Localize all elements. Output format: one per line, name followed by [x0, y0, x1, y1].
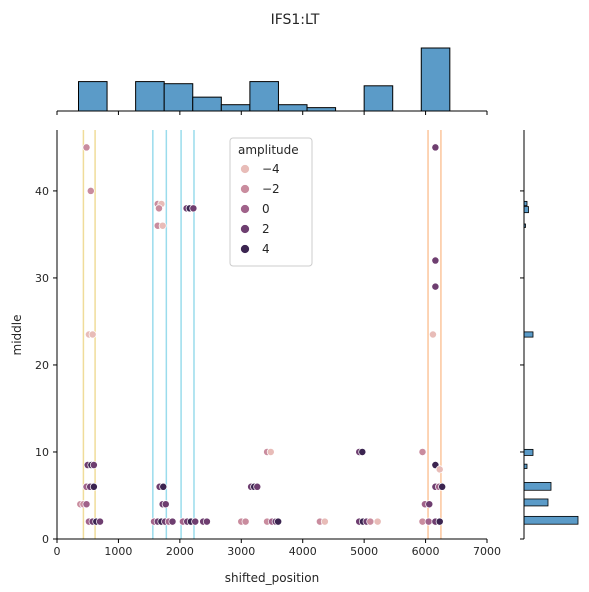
scatter-point	[320, 517, 329, 526]
top-marginal-histogram	[56, 47, 488, 115]
x-axis-label: shifted_position	[225, 571, 319, 585]
scatter-point	[202, 517, 211, 526]
scatter-point	[431, 256, 440, 265]
histogram-bar	[135, 81, 165, 112]
histogram-bar	[277, 104, 308, 112]
scatter-point	[266, 448, 275, 456]
scatter-point	[431, 143, 440, 152]
histogram-bar	[363, 85, 394, 112]
histogram-bar	[523, 206, 529, 214]
legend-marker	[240, 204, 250, 214]
scatter-points	[76, 143, 447, 526]
x-tick-label: 1000	[104, 545, 132, 558]
scatter-point	[274, 517, 283, 526]
legend-marker	[240, 184, 250, 194]
x-tick-label: 6000	[412, 545, 440, 558]
histogram-bar	[163, 83, 194, 112]
right-marginal-histogram	[520, 130, 579, 540]
x-tick-label: 3000	[227, 545, 255, 558]
x-tick-label: 4000	[289, 545, 317, 558]
scatter-point	[424, 517, 433, 526]
scatter-point	[89, 461, 98, 469]
legend-marker	[240, 224, 250, 234]
x-tick-label: 2000	[166, 545, 194, 558]
histogram-bar	[523, 331, 534, 338]
y-tick-label: 40	[35, 185, 49, 198]
scatter-point	[155, 204, 163, 213]
scatter-point	[418, 448, 427, 456]
scatter-point	[358, 448, 367, 456]
scatter-point	[96, 517, 104, 526]
y-tick-label: 10	[35, 446, 49, 459]
legend-marker	[240, 244, 250, 254]
scatter-point	[241, 517, 250, 526]
scatter-point	[168, 517, 177, 526]
scatter-point	[431, 282, 440, 291]
histogram-bar	[192, 96, 222, 112]
scatter-point	[435, 517, 444, 526]
y-tick-label: 20	[35, 359, 49, 372]
scatter-point	[191, 517, 200, 526]
scatter-point	[82, 500, 91, 509]
histogram-bar	[523, 448, 534, 456]
legend-marker	[240, 164, 250, 174]
scatter-point	[428, 330, 437, 339]
scatter-point	[438, 482, 447, 491]
y-tick-label: 30	[35, 272, 49, 285]
legend-label: −4	[262, 162, 280, 176]
legend-label: 4	[262, 242, 270, 256]
histogram-bar	[523, 515, 579, 525]
y-tick-label: 0	[42, 533, 49, 546]
histogram-bar	[420, 47, 451, 112]
scatter-point	[161, 500, 170, 509]
scatter-point	[86, 186, 95, 195]
histogram-bar	[249, 81, 279, 112]
legend-label: 0	[262, 202, 270, 216]
scatter-point	[189, 204, 198, 213]
legend-box	[229, 137, 313, 267]
scatter-point	[435, 465, 444, 474]
legend: amplitude −4 −2 0 2 4	[229, 137, 313, 267]
histogram-bar	[523, 482, 552, 491]
scatter-point	[89, 482, 98, 491]
x-tick-label: 5000	[350, 545, 378, 558]
y-axis-label: middle	[10, 315, 24, 356]
scatter-point	[158, 221, 167, 230]
scatter-point	[159, 482, 168, 491]
x-tick-label: 0	[54, 545, 61, 558]
histogram-bar	[78, 81, 108, 112]
legend-title: amplitude	[238, 143, 299, 157]
histogram-bar	[220, 104, 251, 112]
scatter-point	[88, 330, 97, 339]
scatter-point	[82, 143, 91, 152]
legend-label: 2	[262, 222, 270, 236]
scatter-point	[425, 500, 434, 509]
x-tick-label: 7000	[473, 545, 501, 558]
histogram-bar	[306, 107, 337, 112]
chart-title: IFS1:LT	[271, 12, 320, 28]
scatter-point	[366, 517, 375, 526]
scatter-point	[373, 517, 382, 526]
scatter-point	[253, 482, 262, 491]
histogram-bar	[523, 498, 549, 507]
legend-label: −2	[262, 182, 280, 196]
